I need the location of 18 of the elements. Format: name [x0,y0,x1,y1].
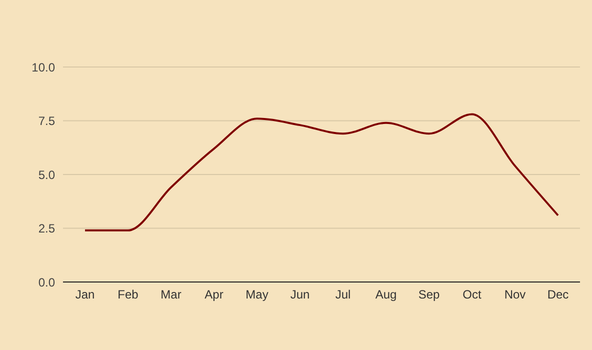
y-tick-label: 10.0 [32,60,56,74]
x-tick-label: Jun [290,288,310,302]
x-tick-label: Nov [504,288,526,302]
y-tick-label: 7.5 [38,114,56,128]
y-tick-label: 0.0 [38,275,56,290]
x-tick-label: Feb [118,288,139,302]
y-tick-label: 5.0 [38,168,56,182]
y-tick-label: 2.5 [38,222,56,236]
x-tick-label: Jan [75,288,95,302]
x-tick-label: Sep [418,288,440,302]
x-tick-label: Apr [204,288,224,302]
x-tick-label: Dec [547,288,569,302]
x-tick-label: Mar [160,288,182,302]
x-tick-label: May [246,288,268,302]
x-tick-label: Jul [335,288,351,302]
line-series [84,113,559,232]
x-tick-label: Aug [375,288,397,302]
x-tick-label: Oct [462,288,482,302]
